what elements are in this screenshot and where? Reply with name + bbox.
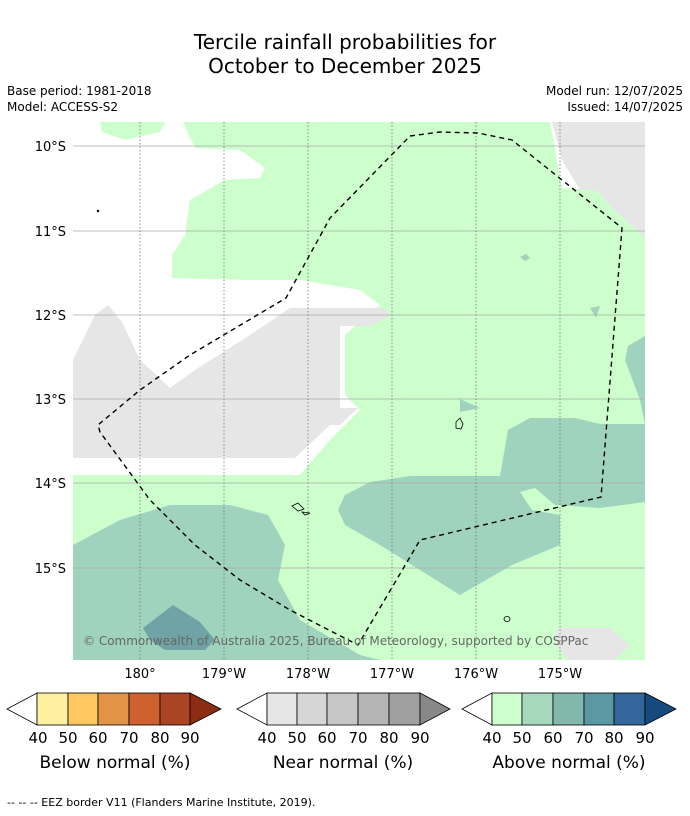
model-name: Model: ACCESS-S2	[7, 100, 119, 114]
islands	[96, 209, 511, 622]
below-colorbar-segment-1	[36, 692, 69, 726]
below-tick-70: 70	[119, 729, 139, 747]
lat-label-15s: 15°S	[35, 562, 66, 577]
above-colorbar-segment-2	[521, 692, 554, 726]
below-tick-80: 80	[150, 729, 170, 747]
model-run: Model run: 12/07/2025	[545, 84, 683, 98]
eez-footnote: -- -- -- EEZ border V11 (Flanders Marine…	[7, 796, 316, 809]
above-tick-50: 50	[512, 729, 532, 747]
longitude-labels: 180° 179°W 178°W 177°W 176°W 175°W	[124, 667, 582, 682]
lat-label-12s: 12°S	[35, 309, 66, 324]
near-tick-60: 60	[317, 729, 337, 747]
lon-label-176w: 176°W	[454, 667, 498, 682]
lon-label-178w: 178°W	[286, 667, 330, 682]
colorbar-above-normal	[461, 692, 677, 726]
longitude-gridlines	[139, 122, 561, 660]
above-normal-50-60-region-far-east	[625, 336, 645, 424]
above-colorbar-segment-4	[583, 692, 615, 726]
below-colorbar-segment-2	[67, 692, 99, 726]
above-normal-50-60-speck-1	[520, 254, 530, 261]
base-period: Base period: 1981-2018	[7, 84, 152, 98]
island-3	[300, 511, 311, 516]
colorbar-near-normal	[236, 692, 451, 726]
below-tick-90: 90	[180, 729, 200, 747]
above-tick-40: 40	[482, 729, 502, 747]
above-colorbar-segment-1	[491, 692, 523, 726]
near-normal-40-50-region-northeast	[552, 122, 645, 238]
above-colorbar-segment-3	[552, 692, 585, 726]
island-5	[96, 209, 100, 213]
near-tick-90: 90	[410, 729, 430, 747]
near-tick-70: 70	[348, 729, 368, 747]
island-2	[291, 502, 305, 512]
near-normal-40-50-region-south	[556, 628, 630, 660]
above-normal-50-60-region	[73, 505, 380, 660]
near-colorbar-segment-2	[296, 692, 328, 726]
above-tick-60: 60	[543, 729, 563, 747]
above-colorbar-segment-5	[613, 692, 646, 726]
latitude-labels: 10°S 11°S 12°S 13°S 14°S 15°S	[35, 140, 66, 577]
lat-label-11s: 11°S	[35, 225, 66, 240]
latitude-gridlines	[73, 145, 645, 569]
below-tick-40: 40	[28, 729, 48, 747]
lat-label-10s: 10°S	[35, 140, 66, 155]
island-1	[455, 417, 464, 430]
map-panel: © Commonwealth of Australia 2025, Bureau…	[73, 122, 645, 660]
above-normal-50-60-speck-2	[590, 306, 600, 318]
lon-label-179w: 179°W	[202, 667, 246, 682]
near-colorbar-segment-1	[266, 692, 298, 726]
near-colorbar-low-extension	[236, 692, 268, 726]
above-normal-60-70-region	[143, 605, 215, 650]
above-normal-40-50-region-top-left	[100, 122, 165, 140]
island-4	[503, 616, 511, 622]
lat-label-13s: 13°S	[35, 393, 66, 408]
near-tick-80: 80	[379, 729, 399, 747]
below-colorbar-segment-4	[128, 692, 161, 726]
model-info: Base period: 1981-2018 Model: ACCESS-S2	[7, 83, 152, 115]
above-tick-90: 90	[635, 729, 655, 747]
above-colorbar-low-extension	[461, 692, 493, 726]
near-colorbar-segment-3	[326, 692, 359, 726]
above-normal-label: Above normal (%)	[492, 753, 646, 773]
above-tick-70: 70	[574, 729, 594, 747]
above-tick-80: 80	[604, 729, 624, 747]
lon-label-177w: 177°W	[370, 667, 414, 682]
near-colorbar-segment-4	[357, 692, 390, 726]
title-line-1: Tercile rainfall probabilities for	[193, 30, 497, 54]
below-colorbar-segment-3	[97, 692, 130, 726]
near-colorbar-high-extension	[419, 692, 451, 726]
above-normal-50-60-speck-3	[460, 399, 480, 412]
above-normal-50-60-region-east	[338, 418, 645, 595]
below-normal-label: Below normal (%)	[39, 753, 191, 773]
lon-label-180: 180°	[124, 667, 155, 682]
below-colorbar-segment-5	[159, 692, 191, 726]
lon-label-175w: 175°W	[538, 667, 582, 682]
below-tick-60: 60	[88, 729, 108, 747]
title-line-2: October to December 2025	[208, 54, 482, 78]
near-tick-40: 40	[257, 729, 277, 747]
map-title: Tercile rainfall probabilities for Octob…	[0, 30, 690, 78]
near-colorbar-segment-5	[388, 692, 421, 726]
near-normal-40-50-region-west	[73, 305, 390, 458]
below-colorbar-low-extension	[6, 692, 38, 726]
near-tick-50: 50	[287, 729, 307, 747]
below-colorbar-high-extension	[189, 692, 222, 726]
issued-date: Issued: 14/07/2025	[567, 100, 683, 114]
lat-label-14s: 14°S	[35, 477, 66, 492]
below-tick-50: 50	[58, 729, 78, 747]
eez-border	[97, 131, 623, 646]
colorbar-below-normal	[6, 692, 222, 726]
above-colorbar-high-extension	[644, 692, 677, 726]
run-info: Model run: 12/07/2025 Issued: 14/07/2025	[546, 83, 683, 115]
near-normal-label: Near normal (%)	[272, 753, 414, 773]
copyright-notice: © Commonwealth of Australia 2025, Bureau…	[83, 634, 588, 648]
